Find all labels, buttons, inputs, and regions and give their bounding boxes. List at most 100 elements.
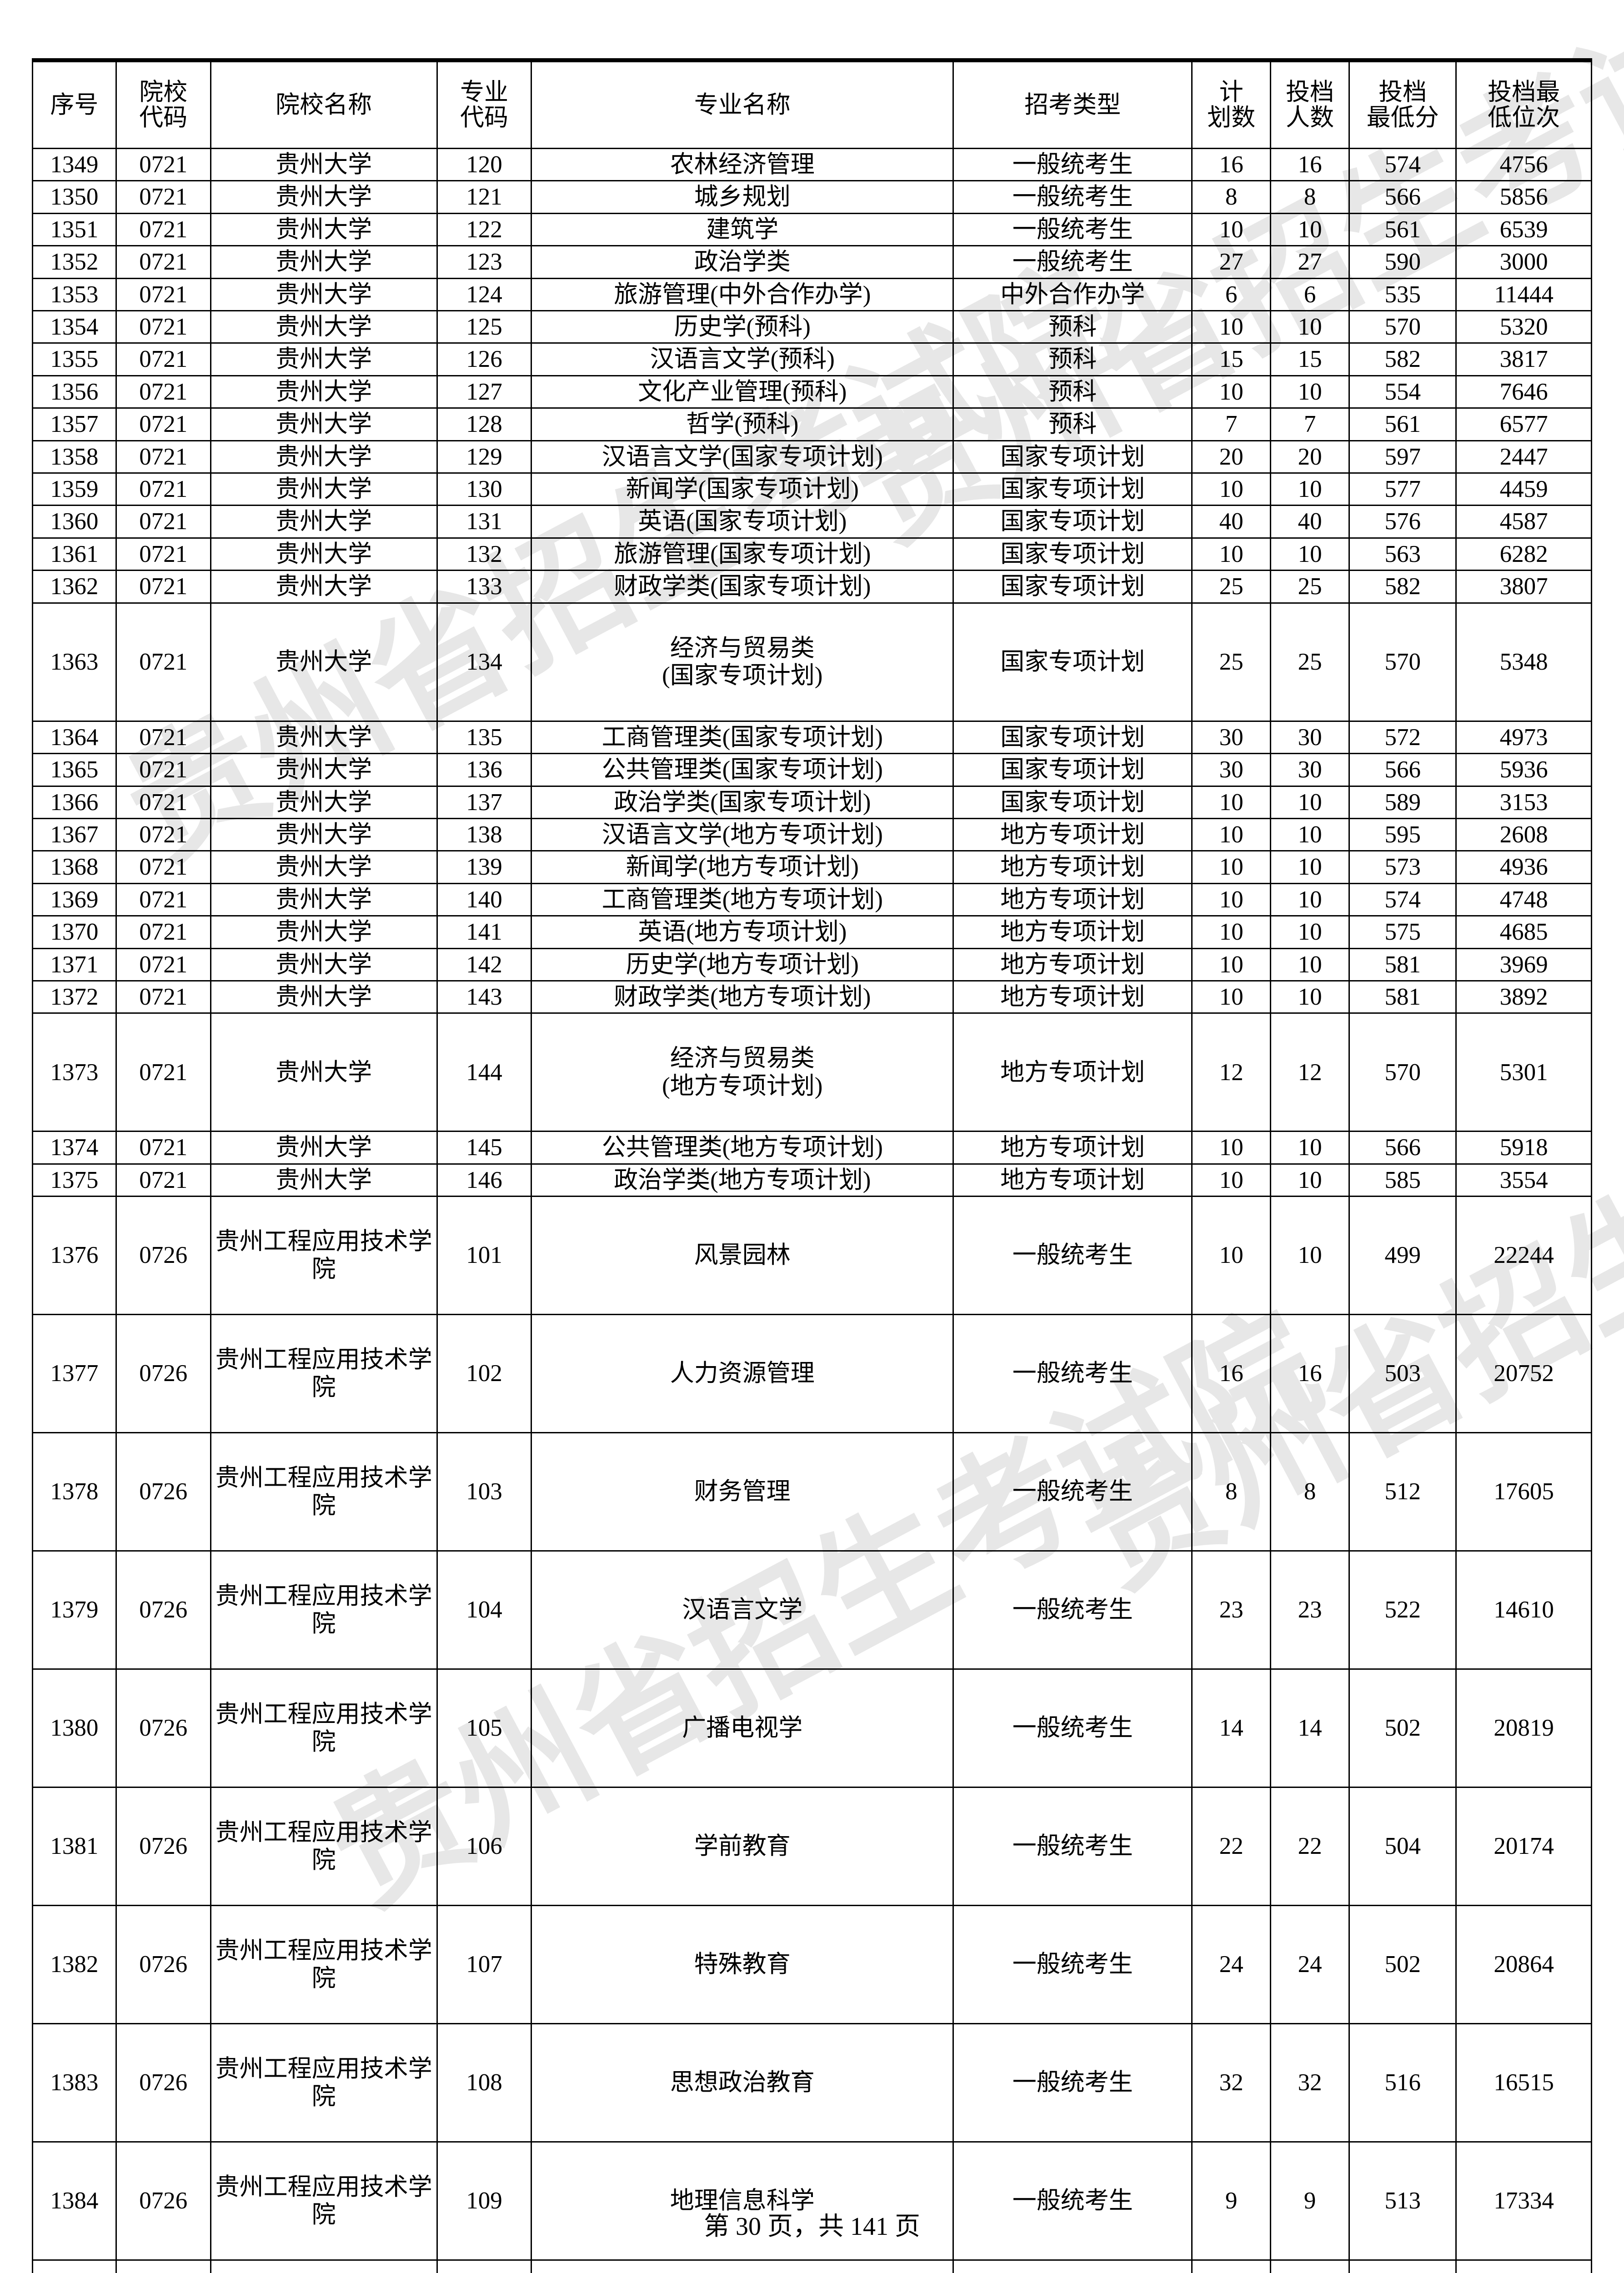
cell-major-code: 135 — [436, 720, 532, 755]
cell-min-rank: 3807 — [1455, 570, 1592, 604]
cell-university-code: 0721 — [115, 1012, 211, 1132]
cell-admitted-count: 10 — [1270, 472, 1350, 506]
table-row: 1365 0721 贵州大学 136 公共管理类(国家专项计划) 国家专项计划 30 30 56… — [32, 753, 1592, 787]
cell-university-code: 0721 — [115, 980, 211, 1014]
table-row: 1362 0721 贵州大学 133 财政学类(国家专项计划) 国家专项计划 25 25 582… — [32, 570, 1592, 604]
cell-min-score: 574 — [1348, 147, 1457, 182]
cell-plan-count: 10 — [1191, 212, 1272, 247]
cell-university-name: 贵州大学 — [210, 570, 438, 604]
cell-seq: 1367 — [32, 817, 117, 852]
cell-plan-count: 30 — [1191, 720, 1272, 755]
header-label-line2: 代码 — [139, 105, 188, 131]
cell-plan-count: 25 — [1191, 2259, 1272, 2273]
cell-major-name: 地理信息科学 — [531, 2141, 954, 2261]
cell-plan-count: 10 — [1191, 980, 1272, 1014]
cell-major-name: 风景园林 — [531, 1196, 954, 1316]
cell-major-name: 政治学类(国家专项计划) — [531, 785, 954, 819]
cell-admitted-count: 6 — [1270, 277, 1350, 312]
cell-university-code: 0726 — [115, 2141, 211, 2261]
cell-university-name: 贵州工程应用技术学院 — [210, 1905, 438, 2025]
cell-seq: 1356 — [32, 375, 117, 409]
cell-major-code: 104 — [436, 1550, 532, 1670]
table-row: 1354 0721 贵州大学 125 历史学(预科) 预科 10 10 570 5320 — [32, 310, 1592, 344]
admissions-table: 序号 院校 代码 院校名称 专业 代码 专业名称 招考类型 — [32, 58, 1592, 2273]
column-header-seq: 序号 — [32, 58, 117, 149]
cell-min-score: 513 — [1348, 2141, 1457, 2261]
cell-university-name: 贵州大学 — [210, 342, 438, 376]
cell-min-score: 516 — [1348, 2023, 1457, 2143]
cell-admitted-count: 10 — [1270, 882, 1350, 917]
table-row: 1359 0721 贵州大学 130 新闻学(国家专项计划) 国家专项计划 10 10 577 4… — [32, 472, 1592, 506]
cell-major-code: 121 — [436, 180, 532, 214]
cell-min-rank: 6282 — [1455, 537, 1592, 571]
cell-plan-count: 10 — [1191, 310, 1272, 344]
cell-admission-type: 国家专项计划 — [952, 785, 1193, 819]
cell-admission-type: 预科 — [952, 342, 1193, 376]
cell-admitted-count: 10 — [1270, 915, 1350, 949]
table-row: 1376 0726 贵州工程应用技术学院 101 风景园林 一般统考生 10 10 499 222… — [32, 1196, 1592, 1316]
cell-admission-type: 地方专项计划 — [952, 1012, 1193, 1132]
cell-university-name: 贵州工程应用技术学院 — [210, 1432, 438, 1552]
cell-plan-count: 23 — [1191, 1550, 1272, 1670]
cell-university-code: 0721 — [115, 1131, 211, 1165]
cell-major-name: 建筑学 — [531, 212, 954, 247]
cell-seq: 1370 — [32, 915, 117, 949]
cell-seq: 1368 — [32, 850, 117, 884]
cell-university-name: 贵州大学 — [210, 785, 438, 819]
cell-seq: 1363 — [32, 602, 117, 722]
cell-major-name: 少数民族预科(民汉双语) — [531, 2259, 954, 2273]
table-row: 1384 0726 贵州工程应用技术学院 109 地理信息科学 一般统考生 9 9 513 173… — [32, 2141, 1592, 2261]
cell-admitted-count: 10 — [1270, 947, 1350, 981]
cell-min-rank: 4459 — [1455, 472, 1592, 506]
cell-university-name: 贵州工程应用技术学院 — [210, 2259, 438, 2273]
header-row: 序号 院校 代码 院校名称 专业 代码 专业名称 招考类型 — [32, 58, 1592, 149]
header-label-line2: 划数 — [1207, 105, 1256, 131]
cell-university-name: 贵州大学 — [210, 947, 438, 981]
cell-min-score: 570 — [1348, 310, 1457, 344]
cell-min-rank: 16515 — [1455, 2023, 1592, 2143]
cell-min-score: 522 — [1348, 1550, 1457, 1670]
header-label-line2: 低位次 — [1488, 105, 1560, 131]
cell-major-code: 101 — [436, 1196, 532, 1316]
cell-major-code: 132 — [436, 537, 532, 571]
cell-min-score: 502 — [1348, 1668, 1457, 1788]
cell-admission-type: 国家专项计划 — [952, 753, 1193, 787]
cell-admission-type: 一般统考生 — [952, 245, 1193, 279]
cell-university-name: 贵州大学 — [210, 407, 438, 441]
column-header-admission-type: 招考类型 — [952, 58, 1193, 149]
cell-university-name: 贵州大学 — [210, 147, 438, 182]
cell-admission-type: 一般统考生 — [952, 1550, 1193, 1670]
cell-plan-count: 10 — [1191, 1196, 1272, 1316]
cell-plan-count: 10 — [1191, 1163, 1272, 1197]
cell-admission-type: 一般统考生 — [952, 2023, 1193, 2143]
cell-seq: 1376 — [32, 1196, 117, 1316]
cell-admission-type: 一般统考生 — [952, 1432, 1193, 1552]
cell-university-code: 0721 — [115, 915, 211, 949]
cell-major-code: 133 — [436, 570, 532, 604]
cell-university-name: 贵州工程应用技术学院 — [210, 2023, 438, 2143]
cell-min-score: 582 — [1348, 342, 1457, 376]
cell-admission-type: 地方专项计划 — [952, 882, 1193, 917]
cell-plan-count: 10 — [1191, 850, 1272, 884]
cell-plan-count: 10 — [1191, 817, 1272, 852]
table-row: 1382 0726 贵州工程应用技术学院 107 特殊教育 一般统考生 24 24 502 208… — [32, 1905, 1592, 2025]
cell-min-rank: 11444 — [1455, 277, 1592, 312]
cell-major-code: 110 — [436, 2259, 532, 2273]
cell-min-rank: 2608 — [1455, 817, 1592, 852]
cell-university-code: 0721 — [115, 245, 211, 279]
cell-university-name: 贵州大学 — [210, 882, 438, 917]
cell-university-name: 贵州大学 — [210, 1163, 438, 1197]
cell-university-code: 0726 — [115, 1314, 211, 1434]
cell-min-rank: 4936 — [1455, 850, 1592, 884]
cell-university-code: 0721 — [115, 440, 211, 474]
cell-plan-count: 40 — [1191, 505, 1272, 539]
header-label-line1: 投档最 — [1488, 79, 1560, 105]
column-header-min-rank: 投档最 低位次 — [1455, 58, 1592, 149]
table-row: 1375 0721 贵州大学 146 政治学类(地方专项计划) 地方专项计划 10 10 585… — [32, 1163, 1592, 1197]
cell-admission-type: 中外合作办学 — [952, 277, 1193, 312]
cell-admission-type: 国家专项计划 — [952, 602, 1193, 722]
cell-major-name: 英语(地方专项计划) — [531, 915, 954, 949]
cell-admission-type: 国家专项计划 — [952, 570, 1193, 604]
cell-major-name: 历史学(地方专项计划) — [531, 947, 954, 981]
cell-min-rank: 22244 — [1455, 1196, 1592, 1316]
